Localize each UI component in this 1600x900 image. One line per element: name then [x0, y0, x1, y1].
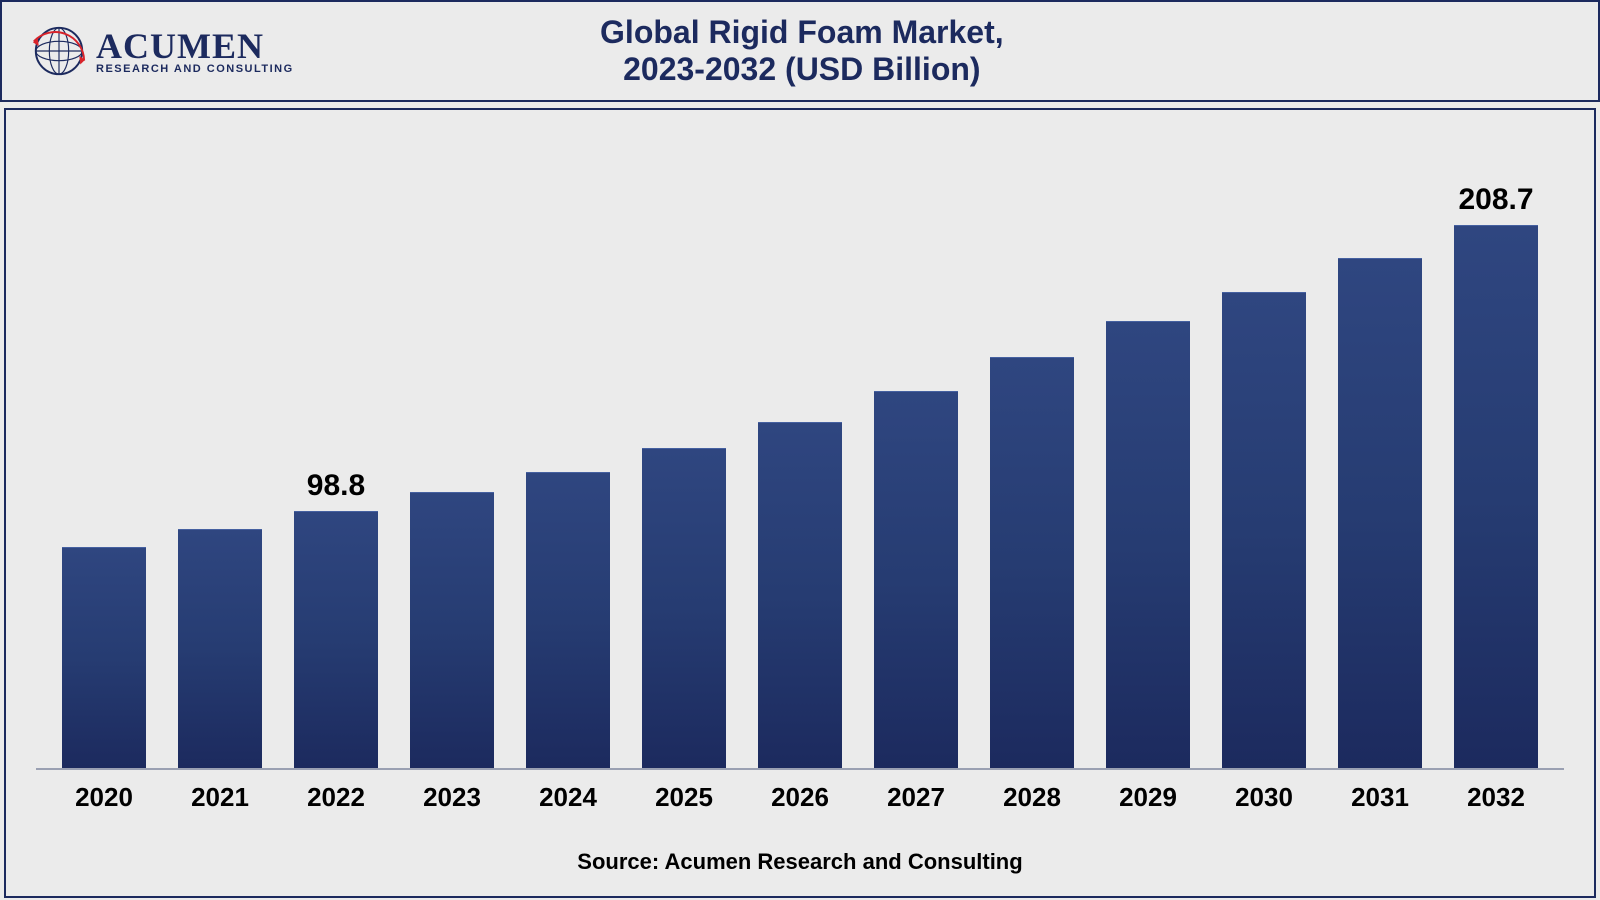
bar-slot	[1206, 170, 1322, 768]
source-text: Source: Acumen Research and Consulting	[36, 849, 1564, 875]
bar	[990, 357, 1074, 768]
x-tick-label: 2031	[1322, 782, 1438, 813]
bar-value-label: 98.8	[307, 469, 365, 503]
bar-slot	[162, 170, 278, 768]
bar	[410, 492, 494, 768]
bar	[526, 472, 610, 768]
bar-slot: 98.8	[278, 170, 394, 768]
bar	[642, 448, 726, 768]
logo-text: ACUMEN RESEARCH AND CONSULTING	[96, 28, 294, 75]
bar	[1222, 292, 1306, 768]
chart-frame: 98.8208.7 202020212022202320242025202620…	[4, 108, 1596, 898]
logo-globe-icon	[30, 22, 88, 80]
x-axis: 2020202120222023202420252026202720282029…	[36, 770, 1564, 813]
bar	[1454, 225, 1538, 768]
logo-sub-text: RESEARCH AND CONSULTING	[96, 64, 294, 75]
bar	[1106, 321, 1190, 768]
bar	[178, 529, 262, 768]
title-line-2: 2023-2032 (USD Billion)	[294, 51, 1310, 88]
x-tick-label: 2025	[626, 782, 742, 813]
bar	[62, 547, 146, 768]
x-tick-label: 2024	[510, 782, 626, 813]
plot-area: 98.8 208.7	[36, 170, 1564, 770]
bar	[758, 422, 842, 768]
x-tick-label: 2020	[46, 782, 162, 813]
bar-slot	[1090, 170, 1206, 768]
bar-slot	[858, 170, 974, 768]
bar-slot	[394, 170, 510, 768]
bar-slot	[974, 170, 1090, 768]
bar	[874, 391, 958, 768]
x-tick-label: 2030	[1206, 782, 1322, 813]
bar-slot: 208.7	[1438, 170, 1554, 768]
bar-slot	[626, 170, 742, 768]
chart-title: Global Rigid Foam Market, 2023-2032 (USD…	[294, 14, 1570, 88]
x-tick-label: 2027	[858, 782, 974, 813]
logo: ACUMEN RESEARCH AND CONSULTING	[30, 22, 294, 80]
x-tick-label: 2022	[278, 782, 394, 813]
x-baseline	[36, 768, 1564, 770]
x-tick-label: 2026	[742, 782, 858, 813]
header-bar: ACUMEN RESEARCH AND CONSULTING Global Ri…	[0, 0, 1600, 102]
bar-slot	[1322, 170, 1438, 768]
bar-value-label: 208.7	[1458, 183, 1533, 217]
bars-container: 98.8 208.7	[36, 170, 1564, 768]
bar	[294, 511, 378, 768]
x-tick-label: 2023	[394, 782, 510, 813]
x-tick-label: 2029	[1090, 782, 1206, 813]
x-tick-label: 2028	[974, 782, 1090, 813]
bar-slot	[510, 170, 626, 768]
bar-slot	[742, 170, 858, 768]
x-tick-label: 2021	[162, 782, 278, 813]
title-line-1: Global Rigid Foam Market,	[294, 14, 1310, 51]
logo-main-text: ACUMEN	[96, 28, 294, 64]
x-tick-label: 2032	[1438, 782, 1554, 813]
bar-slot	[46, 170, 162, 768]
bar	[1338, 258, 1422, 768]
